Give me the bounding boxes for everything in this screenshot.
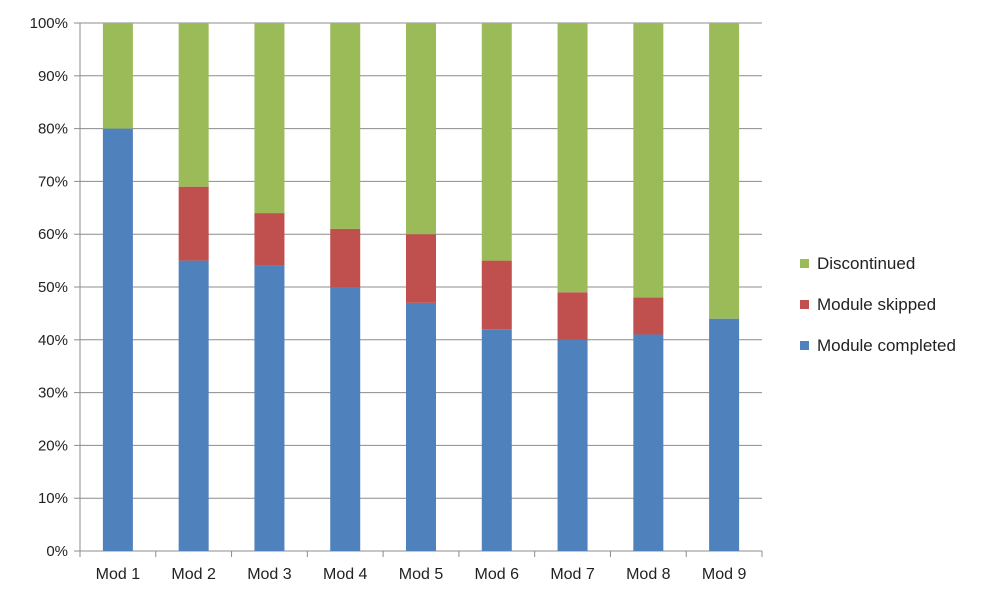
x-category-label: Mod 5: [399, 566, 444, 583]
bar-module-completed-mod-7: [557, 339, 588, 551]
legend-swatch: [800, 300, 809, 309]
x-category-label: Mod 1: [96, 566, 141, 583]
bar-module-skipped-mod-8: [633, 297, 664, 335]
y-tick-labels: 0% 10% 20% 30% 40% 50% 60% 70% 80% 90% 100%: [30, 15, 68, 560]
bar-module-skipped-mod-4: [330, 228, 361, 287]
y-tick-label: 30%: [38, 385, 68, 402]
bar-module-completed-mod-8: [633, 334, 664, 551]
y-tick-label: 40%: [38, 332, 68, 349]
x-category-label: Mod 4: [323, 566, 368, 583]
bar-module-skipped-mod-5: [406, 234, 436, 303]
y-tick-label: 0%: [46, 543, 68, 560]
x-category-label: Mod 7: [550, 566, 595, 583]
bar-module-skipped-mod-6: [481, 260, 512, 330]
y-tick-label: 90%: [38, 68, 68, 85]
legend: Discontinued Module skipped Module complet…: [800, 254, 956, 355]
bar-module-completed-mod-3: [254, 265, 285, 551]
x-category-label: Mod 8: [626, 566, 671, 583]
bar-module-skipped-mod-7: [557, 292, 588, 340]
bar-discontinued-mod-3: [254, 23, 285, 214]
x-category-label: Mod 2: [171, 566, 216, 583]
bar-discontinued-mod-5: [406, 23, 436, 235]
y-tick-label: 50%: [38, 279, 68, 296]
bar-module-skipped-mod-3: [254, 213, 285, 266]
bars: [102, 23, 740, 551]
bar-module-completed-mod-2: [178, 260, 209, 551]
bar-discontinued-mod-7: [557, 23, 588, 293]
y-tick-label: 70%: [38, 173, 68, 190]
bar-module-skipped-mod-2: [178, 186, 209, 261]
legend-label: Module skipped: [817, 295, 936, 314]
x-category-label: Mod 3: [247, 566, 292, 583]
bar-module-completed-mod-1: [102, 128, 133, 551]
y-tick-label: 20%: [38, 437, 68, 454]
legend-swatch: [800, 259, 809, 268]
bar-discontinued-mod-6: [481, 23, 512, 261]
x-category-labels: Mod 1 Mod 2 Mod 3 Mod 4 Mod 5 Mod 6 Mod 7 Mod 8…: [96, 566, 747, 583]
y-tick-label: 10%: [38, 490, 68, 507]
bar-module-completed-mod-9: [709, 318, 740, 551]
legend-label: Module completed: [817, 336, 956, 355]
x-category-label: Mod 9: [702, 566, 747, 583]
y-tick-label: 60%: [38, 226, 68, 243]
bar-module-completed-mod-6: [481, 329, 512, 551]
y-tick-label: 80%: [38, 121, 68, 138]
y-tick-label: 100%: [30, 15, 68, 32]
bar-discontinued-mod-2: [178, 23, 209, 187]
bar-module-completed-mod-4: [330, 287, 361, 551]
bar-discontinued-mod-9: [709, 23, 740, 319]
bar-discontinued-mod-1: [102, 23, 133, 129]
legend-label: Discontinued: [817, 254, 915, 273]
x-category-label: Mod 6: [475, 566, 520, 583]
legend-swatch: [800, 341, 809, 350]
bar-discontinued-mod-8: [633, 23, 664, 298]
bar-module-completed-mod-5: [406, 302, 436, 551]
bar-discontinued-mod-4: [330, 23, 361, 229]
